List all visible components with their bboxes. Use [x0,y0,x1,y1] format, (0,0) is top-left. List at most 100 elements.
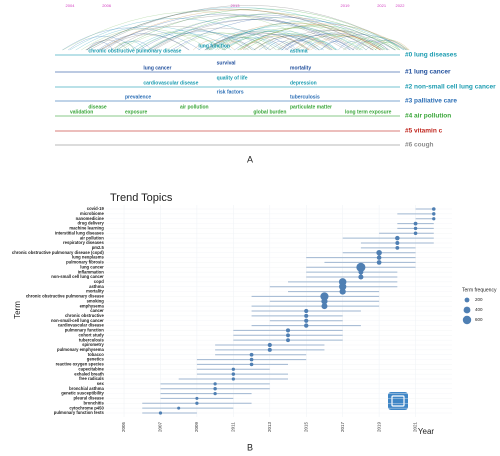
median-dot [213,386,217,391]
cluster-label: #0 lung diseases [405,52,457,59]
link-arc [121,32,224,51]
median-dot [213,382,217,386]
y-tick-label: lung neoplasms [72,255,105,260]
y-tick-label: tobacco [88,352,104,357]
y-tick-label: exhaled breath [74,371,104,376]
panel-label: A [247,154,253,164]
y-tick-label: bronchial asthma [69,386,104,391]
link-arc [269,29,390,51]
link-arc [222,41,252,51]
x-tick-label: 2019 [341,3,351,8]
median-dot [358,274,364,280]
median-dot [285,328,291,333]
median-dot [395,245,400,250]
y-tick-label: pulmonary emphysema [57,347,104,352]
y-tick-label: pleural disease [74,396,105,401]
median-dot [358,269,364,275]
y-tick-label: genetic susceptibility [61,391,104,396]
cluster-label: #5 vitamin c [405,128,443,135]
x-tick-label: 2022 [396,3,406,8]
y-tick-label: respiratory diseases [63,240,104,245]
y-tick-label: interstitial lung diseases [55,230,105,235]
link-arc [234,34,321,51]
y-tick-label: spirometry [82,342,104,347]
link-arc [237,26,385,51]
link-arc [253,34,338,51]
link-arc [114,42,135,51]
x-tick-label: 2017 [340,421,345,432]
y-tick-label: chronic obstructive pulmonary disease (c… [12,250,105,255]
y-tick-label: cancer [90,308,104,313]
median-dot [177,406,181,410]
link-arc [358,39,401,51]
y-tick-label: free radicals [79,376,104,381]
median-dot [267,342,272,348]
y-tick-label: machine learning [69,226,104,231]
median-dot [376,260,382,265]
median-dot [195,396,199,400]
cluster-label: #3 palliative care [405,98,457,105]
link-arc [258,35,332,51]
y-tick-label: covid-19 [87,206,105,211]
legend-symbol [462,315,472,325]
y-tick-label: chronic obstructive pulmonary disease [26,294,105,299]
keyword: asthma [290,48,308,54]
legend-label: 200 [475,297,483,302]
y-tick-label: sex [97,381,105,386]
keyword: global burden [253,109,286,115]
link-arc [101,13,351,51]
median-dot [321,303,328,310]
keyword: air pollution [180,104,209,110]
y-tick-label: non-small cell lung cancer [51,274,104,279]
keyword: validation [70,109,93,115]
keyword: tuberculosis [290,94,320,100]
x-tick-label: 2015 [303,421,308,432]
link-arc [86,41,114,51]
y-tick-label: copd [94,279,104,284]
median-dot [376,249,382,256]
median-dot [304,313,309,318]
x-tick-label: 2013 [267,421,272,432]
link-arc [293,34,381,51]
x-tick-label: 2009 [194,421,199,432]
y-tick-label: air pollution [80,235,104,240]
keyword: prevalence [125,94,151,100]
median-dot [320,292,329,301]
panel-b-frame [98,190,476,428]
y-tick-label: reactive oxygen species [56,362,105,367]
keyword: particulate matter [290,104,332,110]
link-arc [148,31,256,51]
link-arc [175,33,272,51]
y-tick-label: asthma [89,284,104,289]
median-dot [321,298,328,305]
median-dot [249,357,254,362]
link-arc [242,41,267,51]
y-tick-label: emphysema [80,303,105,308]
y-tick-label: pulmonary function [65,328,105,333]
link-arc [171,16,395,51]
median-dot [267,347,272,352]
median-dot [395,235,400,241]
link-arc [217,33,310,51]
y-tick-label: pm2.5 [92,245,105,250]
median-dot [304,318,309,323]
median-dot [376,255,382,260]
link-arc [81,28,212,51]
y-tick-label: drug delivery [78,221,105,226]
link-arc [87,39,129,51]
link-arc [147,35,225,51]
link-arc [355,41,385,51]
median-dot [395,241,400,245]
y-tick-label: smoking [87,298,105,303]
y-tick-label: pulmonary function tests [54,410,105,415]
keyword: quality of life [217,75,248,81]
median-dot [231,372,236,376]
y-tick-label: lung cancer [80,264,104,269]
keyword: long term exposure [345,109,392,115]
legend-label: 400 [475,307,483,312]
median-dot [249,352,254,357]
y-tick-label: chronic obstructive [65,313,105,318]
link-arc [208,32,309,51]
median-dot [356,262,366,272]
cluster-label: #2 non-small cell lung cancer [405,84,496,91]
